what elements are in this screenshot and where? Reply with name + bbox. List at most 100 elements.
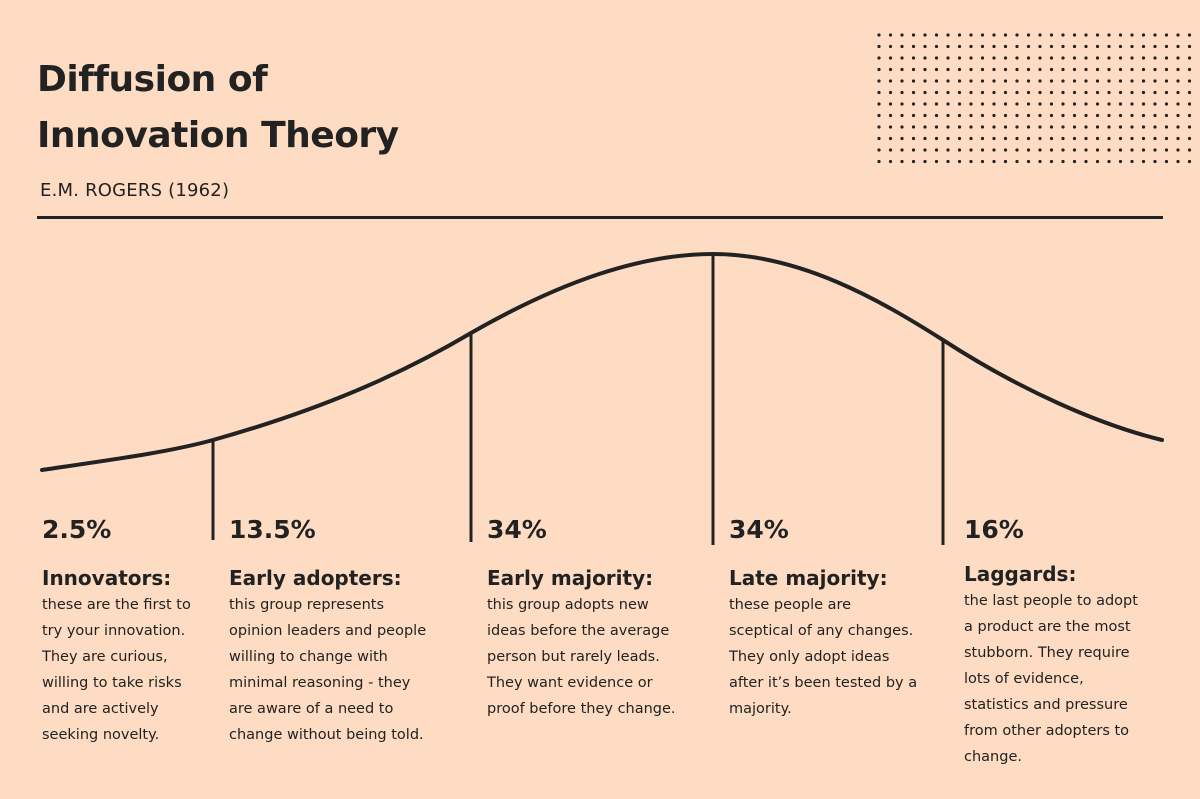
segment-percent: 2.5% [42,515,112,544]
dot [1015,125,1019,129]
dot [957,79,962,83]
dot [911,44,916,49]
dot [980,148,985,152]
dot [1153,79,1157,83]
segment-percent: 34% [487,515,547,544]
dot [1003,44,1008,49]
dot [1187,136,1192,141]
dot [1003,125,1008,129]
dot [1072,136,1077,141]
dot [1038,56,1042,60]
dot [1084,90,1088,95]
dot [1003,67,1008,72]
dot [1107,125,1111,129]
dot [957,44,962,49]
dot [888,102,893,106]
dot [946,136,950,141]
dot [1187,56,1192,60]
dot [1049,148,1054,152]
segment-description-line: from other adopters to [964,723,1130,739]
dot [1107,159,1111,164]
dot [1130,125,1134,129]
dot [1164,113,1169,118]
dot [1003,56,1008,60]
dot [1118,125,1123,129]
dot [1061,67,1065,72]
dot [980,113,985,118]
dot [911,113,916,118]
dot [969,136,973,141]
dot [1015,136,1019,141]
dot [1164,136,1169,141]
dot [1187,125,1192,129]
dot [980,44,985,49]
dot [1187,44,1192,49]
dot [1084,67,1088,72]
dot [946,56,950,60]
dot [1153,67,1157,72]
dot [946,67,950,72]
dot [1141,79,1146,83]
segment-heading: Late majority: [729,566,888,590]
segment-innovators: 2.5% Innovators: these are the first to try… [42,512,191,748]
dot [1095,159,1100,164]
dot [888,148,893,152]
dot [900,33,904,37]
dot [992,79,996,83]
dot [911,67,916,72]
dot [1026,44,1031,49]
dot [992,56,996,60]
dot [1003,136,1008,141]
dot [877,79,881,83]
dot [1164,102,1169,106]
segment-description-line: seeking novelty. [42,727,160,743]
dot [1095,113,1100,118]
dot [1015,113,1019,118]
dot [1026,136,1031,141]
segment-percent: 34% [729,515,789,544]
dot [980,159,985,164]
dot [1095,90,1100,95]
dot [1049,102,1054,106]
dot [1164,44,1169,49]
dot [1107,67,1111,72]
dot [1164,67,1169,72]
dot [980,136,985,141]
segment-description-line: and are actively [42,701,159,717]
dot [1153,44,1157,49]
dot [1095,56,1100,60]
dot [1003,79,1008,83]
dot [1072,44,1077,49]
dot [1164,33,1169,37]
dot [1130,136,1134,141]
dot [900,148,904,152]
dot [1107,44,1111,49]
dot [877,44,881,49]
dot [969,159,973,164]
dot [1141,33,1146,37]
dot [1015,79,1019,83]
segment-description-line: They want evidence or [487,675,653,691]
segment-description-line: after it’s been tested by a [729,675,918,691]
dot [877,159,881,164]
dot [1141,44,1146,49]
segment-description-line: stubborn. They require [964,645,1130,661]
dot [900,56,904,60]
dot [1095,44,1100,49]
dot [1061,33,1065,37]
dot [1107,56,1111,60]
dot [911,90,916,95]
dot [946,102,950,106]
dot [1084,79,1088,83]
dot [923,125,927,129]
dot [1049,113,1054,118]
dot [923,113,927,118]
dot [1072,56,1077,60]
dot [946,159,950,164]
dot [1164,79,1169,83]
dot [1130,56,1134,60]
dot [1026,102,1031,106]
dot [1026,148,1031,152]
segment-description-line: the last people to adopt [964,593,1138,609]
dot [900,90,904,95]
